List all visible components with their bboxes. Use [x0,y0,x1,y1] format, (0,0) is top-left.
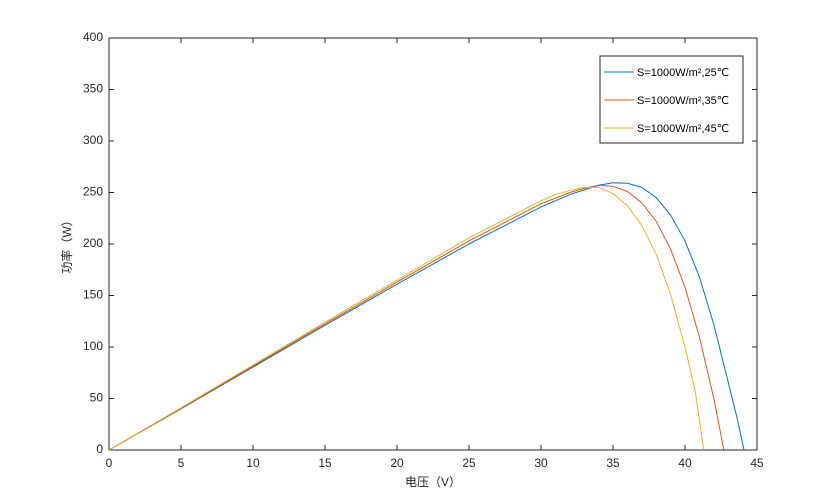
x-tick-label: 20 [390,456,404,470]
x-tick-label: 15 [318,456,332,470]
y-tick-label: 100 [83,339,103,353]
y-tick-label: 300 [83,133,103,147]
x-tick-label: 10 [246,456,260,470]
y-tick-label: 200 [83,236,103,250]
x-tick-label: 30 [534,456,548,470]
legend-label: S=1000W/m²,35℃ [637,95,729,107]
y-tick-label: 400 [83,30,103,44]
x-tick-label: 5 [178,456,185,470]
y-tick-label: 50 [90,391,104,405]
x-tick-label: 45 [750,456,764,470]
x-axis-label: 电压（V） [405,475,461,489]
x-tick-label: 35 [606,456,620,470]
y-tick-label: 250 [83,185,103,199]
x-tick-label: 0 [106,456,113,470]
y-axis-label: 功率（W） [59,214,74,273]
legend: S=1000W/m²,25℃ S=1000W/m²,35℃ S=1000W/m²,4… [599,55,744,144]
legend-label: S=1000W/m²,25℃ [637,67,729,79]
y-tick-label: 0 [96,442,103,456]
series-line [108,184,725,451]
y-tick-label: 350 [83,82,103,96]
x-tick-label: 25 [462,456,476,470]
series-line [108,186,705,451]
x-tick-label: 40 [678,456,692,470]
y-tick-label: 150 [83,288,103,302]
series-line [108,182,745,451]
legend-label: S=1000W/m²,45℃ [637,123,729,135]
